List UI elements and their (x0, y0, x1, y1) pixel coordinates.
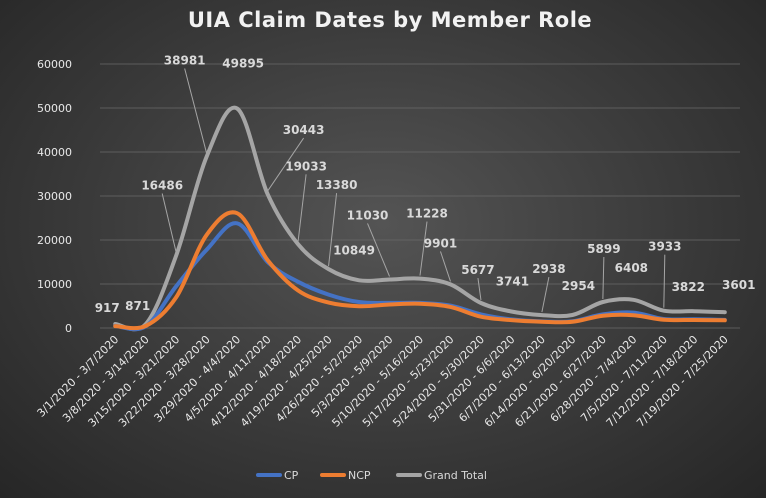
label-leader-line (419, 221, 428, 276)
data-label-grand-total: 917 (95, 301, 120, 315)
y-tick-label: 0 (65, 322, 72, 335)
label-leader-line (663, 254, 666, 308)
data-label-grand-total: 3933 (648, 240, 681, 254)
data-label-grand-total: 6408 (615, 261, 648, 275)
data-label-grand-total: 38981 (164, 53, 206, 67)
legend: CP NCP Grand Total (256, 469, 487, 482)
data-labels: 917 871 16486 38981 49895 30443 19033 13380 1084… (95, 53, 756, 314)
label-leader-line (328, 193, 338, 267)
data-label-grand-total: 5677 (461, 263, 494, 277)
chart-title: UIA Claim Dates by Member Role (188, 8, 592, 32)
data-label-grand-total: 9901 (424, 236, 457, 250)
label-leader-line (297, 174, 307, 242)
legend-label-ncp: NCP (348, 469, 371, 482)
data-label-grand-total: 10849 (333, 243, 375, 257)
data-label-grand-total: 871 (125, 299, 150, 313)
label-leader-line (161, 193, 177, 253)
data-label-grand-total: 3822 (672, 280, 705, 294)
label-leader-line (184, 68, 208, 154)
data-label-grand-total: 11228 (406, 207, 448, 221)
data-label-grand-total: 16486 (141, 178, 183, 192)
label-leader-line (602, 257, 605, 300)
label-leader-line (267, 137, 305, 192)
y-tick-label: 10000 (37, 278, 72, 291)
y-tick-label: 40000 (37, 146, 72, 159)
data-label-grand-total: 2954 (562, 279, 595, 293)
data-label-grand-total: 2938 (532, 262, 565, 276)
data-label-grand-total: 11030 (347, 208, 389, 222)
legend-label-grand-total: Grand Total (424, 469, 487, 482)
data-label-grand-total: 3601 (722, 278, 755, 292)
label-leader-line (440, 251, 451, 282)
series-lines (113, 105, 727, 332)
data-label-grand-total: 5899 (587, 242, 620, 256)
y-tick-label: 20000 (37, 234, 72, 247)
legend-label-cp: CP (284, 469, 299, 482)
label-leader-line (541, 276, 550, 313)
label-leader-line (477, 277, 482, 301)
data-label-grand-total: 49895 (222, 56, 264, 70)
series-line-grand-total (113, 105, 727, 332)
y-tick-label: 60000 (37, 58, 72, 71)
y-tick-label: 50000 (37, 102, 72, 115)
data-label-grand-total: 19033 (285, 159, 327, 173)
data-label-grand-total: 13380 (316, 178, 358, 192)
y-tick-label: 30000 (37, 190, 72, 203)
data-label-grand-total: 30443 (283, 123, 325, 137)
data-label-grand-total: 3741 (496, 275, 529, 289)
series-line-ncp (113, 210, 727, 331)
label-leader-line (367, 223, 390, 277)
label-leader-lines (161, 68, 666, 313)
y-axis: 0 10000 20000 30000 40000 50000 60000 (37, 58, 72, 335)
